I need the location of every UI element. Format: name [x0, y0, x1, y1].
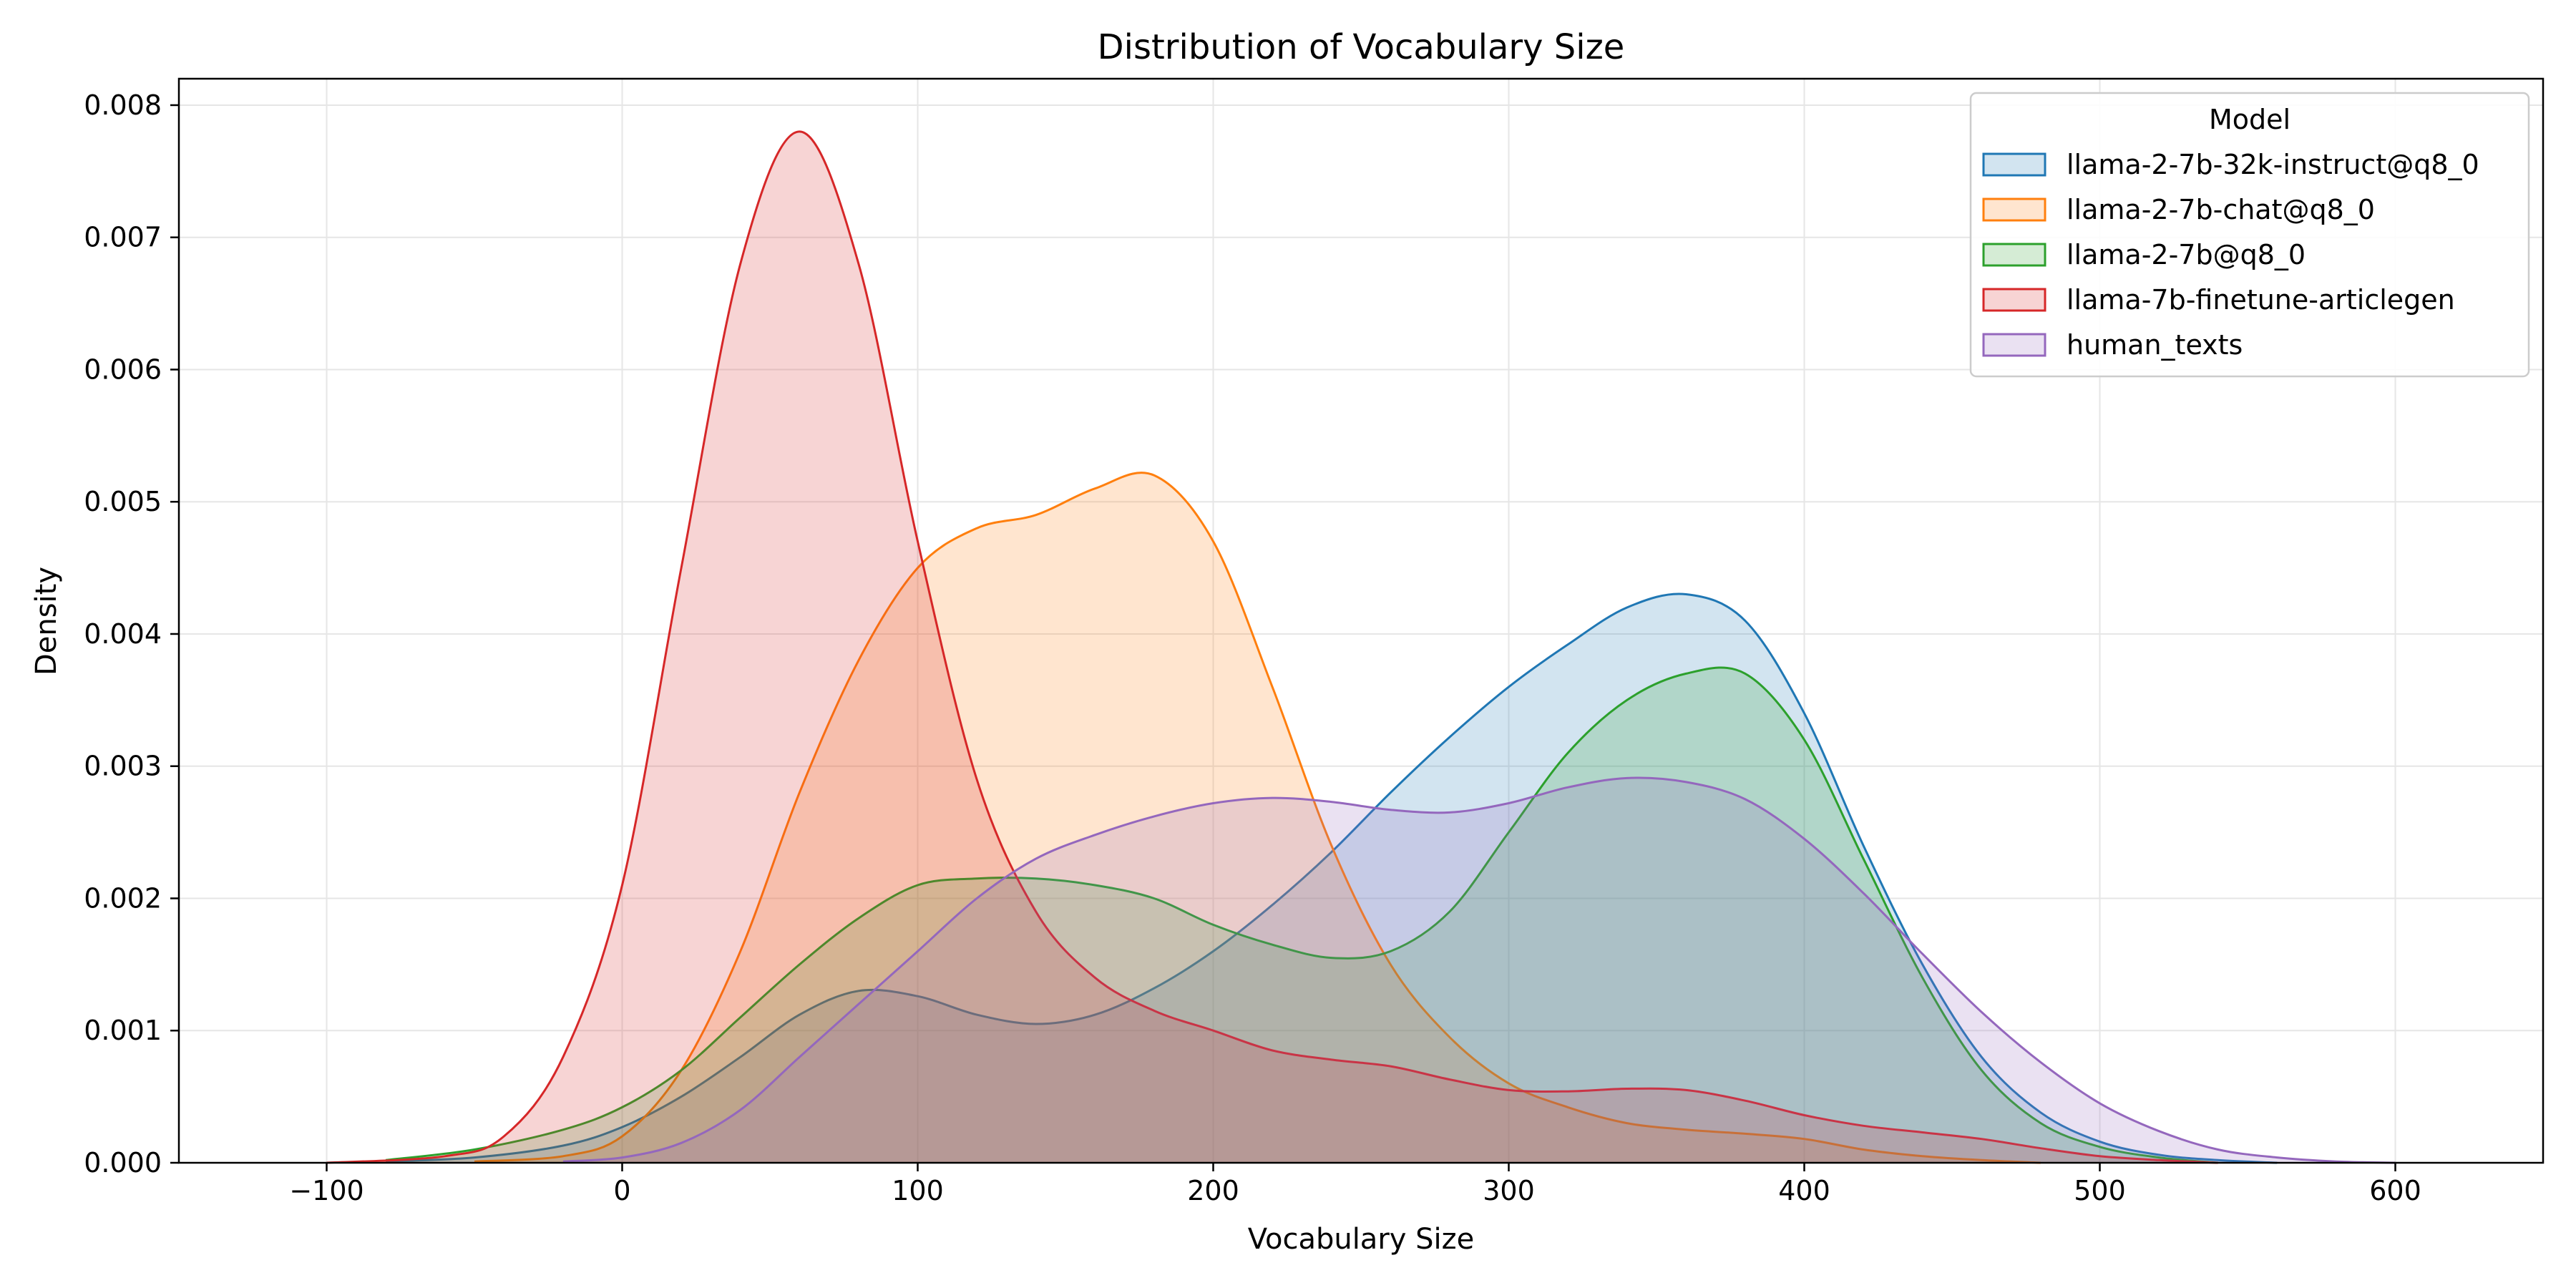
x-tick-label: 200: [1187, 1175, 1239, 1206]
legend-swatch-1: [1982, 197, 2046, 222]
ticks: −100 0 100 200 300 400 500 600 0.000 0.001 0.002 0.…: [84, 89, 2421, 1206]
series-line-4: [562, 776, 2396, 1164]
y-tick-label: 0.003: [84, 751, 162, 782]
legend: Model llama-2-7b-32k-instruct@q8_0 llama-…: [1969, 92, 2530, 378]
x-tick-label: 500: [2074, 1175, 2126, 1206]
x-tick-label: 0: [613, 1175, 630, 1206]
legend-label-0: llama-2-7b-32k-instruct@q8_0: [2067, 149, 2479, 180]
y-axis-label: Density: [30, 567, 63, 675]
legend-box: [1969, 92, 2530, 378]
x-axis-label: Vocabulary Size: [1248, 1223, 1475, 1256]
series-layer: [326, 130, 2396, 1164]
x-tick-label: 100: [892, 1175, 944, 1206]
legend-label-4: human_texts: [2067, 329, 2243, 361]
y-tick-label: 0.001: [84, 1015, 162, 1046]
series-area-2: [386, 667, 2218, 1163]
legend-title: Model: [2209, 104, 2290, 135]
series-line-1: [474, 472, 2041, 1164]
y-tick-label: 0.002: [84, 882, 162, 914]
legend-swatch-4: [1982, 333, 2046, 357]
x-tick-label: 400: [1778, 1175, 1830, 1206]
x-tick-label: −100: [289, 1175, 364, 1206]
legend-label-3: llama-7b-finetune-articlegen: [2067, 284, 2455, 316]
series-area-1: [474, 472, 2041, 1163]
y-tick-label: 0.006: [84, 353, 162, 385]
series-area-3: [326, 131, 2218, 1163]
x-tick-label: 300: [1483, 1175, 1535, 1206]
legend-swatch-2: [1982, 243, 2046, 267]
x-tick-label: 600: [2369, 1175, 2421, 1206]
series-area-0: [386, 593, 2278, 1163]
series-line-3: [326, 130, 2218, 1164]
series-line-2: [385, 666, 2218, 1164]
legend-label-1: llama-2-7b-chat@q8_0: [2067, 194, 2375, 225]
y-tick-label: 0.005: [84, 486, 162, 517]
series-line-0: [386, 592, 2278, 1164]
chart-title: Distribution of Vocabulary Size: [1098, 27, 1625, 67]
y-tick-label: 0.004: [84, 618, 162, 650]
y-tick-label: 0.007: [84, 222, 162, 253]
y-tick-label: 0.000: [84, 1147, 162, 1179]
plot-frame: [177, 77, 2545, 1164]
legend-swatch-3: [1982, 288, 2046, 312]
series-area-4: [562, 778, 2396, 1163]
legend-label-2: llama-2-7b@q8_0: [2067, 239, 2306, 270]
y-tick-label: 0.008: [84, 89, 162, 121]
legend-swatch-0: [1982, 152, 2046, 177]
